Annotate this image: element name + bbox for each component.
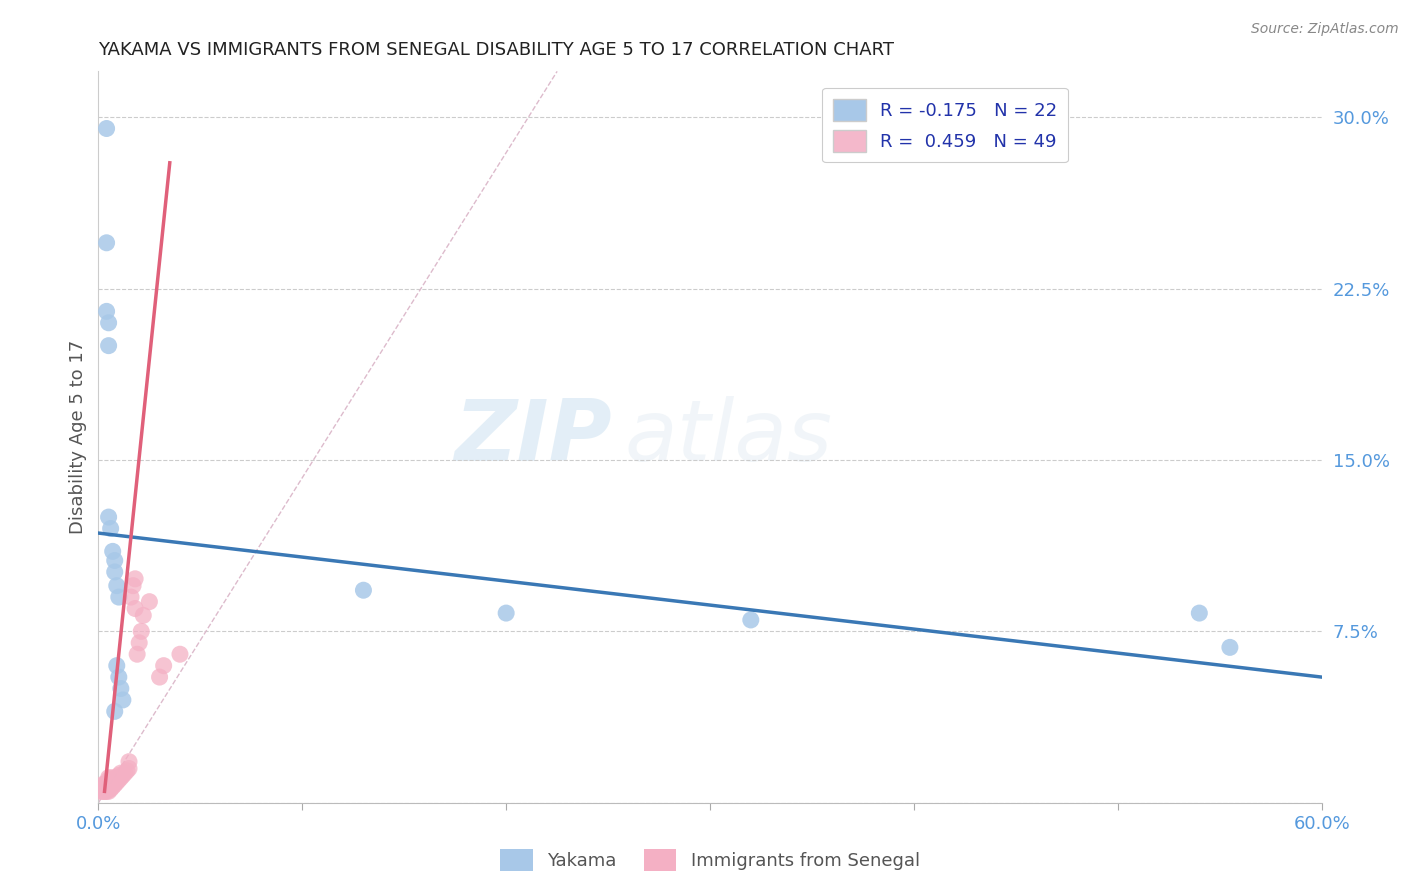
Point xyxy=(132,608,155,623)
Point xyxy=(96,121,118,136)
Point xyxy=(93,784,115,798)
Point xyxy=(114,766,136,780)
Point xyxy=(124,572,146,586)
Point xyxy=(1188,606,1211,620)
Point xyxy=(100,777,122,792)
Point xyxy=(101,771,124,785)
Point xyxy=(108,768,131,782)
Point xyxy=(118,755,141,769)
Point xyxy=(101,544,124,558)
Point xyxy=(120,590,142,604)
Point xyxy=(104,553,127,567)
Point xyxy=(97,510,120,524)
Point xyxy=(128,636,150,650)
Point xyxy=(104,772,127,787)
Point xyxy=(93,784,115,798)
Point xyxy=(118,762,141,776)
Point xyxy=(91,784,114,798)
Point xyxy=(97,784,120,798)
Point xyxy=(104,777,127,792)
Point xyxy=(89,784,111,798)
Point xyxy=(105,579,128,593)
Point xyxy=(97,772,120,787)
Point xyxy=(100,780,122,794)
Point xyxy=(1219,640,1241,655)
Point xyxy=(104,705,127,719)
Point xyxy=(96,304,118,318)
Point xyxy=(104,775,127,789)
Point xyxy=(96,777,118,792)
Point xyxy=(105,775,128,789)
Point xyxy=(108,772,131,787)
Point xyxy=(352,583,374,598)
Point xyxy=(100,772,122,787)
Point xyxy=(96,784,118,798)
Point xyxy=(100,521,122,535)
Point xyxy=(93,777,115,792)
Y-axis label: Disability Age 5 to 17: Disability Age 5 to 17 xyxy=(69,340,87,534)
Point xyxy=(97,316,120,330)
Point xyxy=(108,590,131,604)
Text: Source: ZipAtlas.com: Source: ZipAtlas.com xyxy=(1251,22,1399,37)
Point xyxy=(97,780,120,794)
Point xyxy=(111,693,134,707)
Point xyxy=(110,766,132,780)
Point xyxy=(97,771,120,785)
Point xyxy=(97,782,120,797)
Point xyxy=(101,780,124,794)
Text: ZIP: ZIP xyxy=(454,395,612,479)
Point xyxy=(110,681,132,696)
Point xyxy=(129,624,152,639)
Point xyxy=(122,579,145,593)
Point xyxy=(124,601,146,615)
Point xyxy=(108,670,131,684)
Point xyxy=(101,777,124,792)
Point xyxy=(110,771,132,785)
Point xyxy=(169,647,191,661)
Point xyxy=(101,775,124,789)
Point xyxy=(104,565,127,579)
Point xyxy=(127,647,149,661)
Text: atlas: atlas xyxy=(624,395,832,479)
Point xyxy=(105,658,128,673)
Point xyxy=(105,771,128,785)
Point xyxy=(495,606,517,620)
Point xyxy=(138,594,160,608)
Legend: Yakama, Immigrants from Senegal: Yakama, Immigrants from Senegal xyxy=(494,841,927,878)
Point xyxy=(152,658,174,673)
Text: YAKAMA VS IMMIGRANTS FROM SENEGAL DISABILITY AGE 5 TO 17 CORRELATION CHART: YAKAMA VS IMMIGRANTS FROM SENEGAL DISABI… xyxy=(98,41,894,59)
Point xyxy=(96,235,118,250)
Point xyxy=(740,613,762,627)
Point xyxy=(100,782,122,797)
Point xyxy=(97,775,120,789)
Point xyxy=(96,782,118,797)
Point xyxy=(149,670,172,684)
Point xyxy=(91,777,114,792)
Point xyxy=(97,338,120,352)
Point xyxy=(115,764,138,778)
Point xyxy=(111,768,134,782)
